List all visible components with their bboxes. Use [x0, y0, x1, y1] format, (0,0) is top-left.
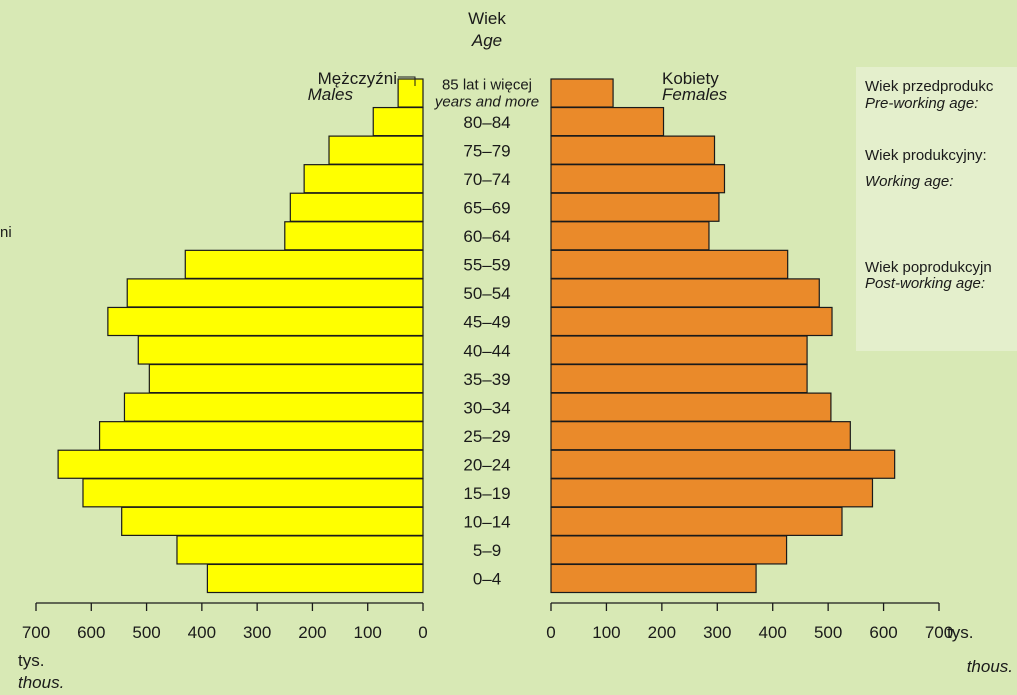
cropped-edge-text: ni [0, 224, 12, 241]
age-label-17: 85 lat i więcej [442, 76, 532, 93]
age-label-11: 55–59 [463, 256, 510, 275]
bar-males-17 [397, 78, 424, 108]
age-label-3: 15–19 [463, 484, 510, 503]
bar-males-13 [289, 192, 424, 222]
age-label-6: 30–34 [463, 398, 510, 417]
age-label-16: 80–84 [463, 113, 510, 132]
bar-females-6 [550, 392, 832, 422]
x-unit-right: tys. [947, 623, 973, 642]
age-label-12: 60–64 [463, 227, 510, 246]
age-group-labels: 0–4 5–9 10–14 15–19 20–24 25–29 30–34 35–39 40–4… [434, 76, 539, 588]
age-label-1: 5–9 [473, 541, 501, 560]
legend-line-post-working-en: Post-working age: [865, 275, 986, 292]
age-label-9: 45–49 [463, 313, 510, 332]
tick-label-right-5: 500 [814, 623, 842, 642]
legend-line-working-pl: Wiek produkcyjny: [865, 147, 987, 164]
bar-males-4 [57, 449, 424, 479]
legend-line-pre-working-en: Pre-working age: [865, 95, 979, 112]
age-label-4: 20–24 [463, 456, 510, 475]
x-unit-left: tys. [18, 651, 44, 670]
age-label-14: 70–74 [463, 170, 510, 189]
tick-label-left-6: 600 [77, 623, 105, 642]
bar-males-14 [303, 164, 424, 194]
tick-label-left-1: 100 [354, 623, 382, 642]
tick-label-left-4: 400 [188, 623, 216, 642]
bar-females-12 [550, 221, 710, 251]
bar-females-9 [550, 306, 833, 337]
bar-females-1 [550, 535, 788, 565]
tick-label-left-3: 300 [243, 623, 271, 642]
bar-males-16 [372, 106, 424, 137]
x-unit-right-en: thous. [967, 657, 1013, 676]
tick-label-left-5: 500 [132, 623, 160, 642]
tick-label-left-0: 0 [418, 623, 427, 642]
bar-males-1 [176, 535, 424, 565]
age-label-8: 40–44 [463, 341, 510, 360]
tick-label-right-2: 200 [648, 623, 676, 642]
legend-line-working-en: Working age: [865, 173, 954, 190]
age-label-0: 0–4 [473, 570, 501, 589]
bar-males-0 [206, 563, 424, 594]
age-label-13: 65–69 [463, 199, 510, 218]
age-label-10: 50–54 [463, 284, 510, 303]
series-label-females-en: Females [662, 85, 728, 104]
tick-label-left-2: 200 [298, 623, 326, 642]
tick-label-right-0: 0 [546, 623, 555, 642]
bar-females-7 [550, 363, 808, 394]
bar-females-5 [550, 421, 851, 451]
bar-females-3 [550, 478, 874, 508]
tick-label-right-6: 600 [869, 623, 897, 642]
bar-males-6 [123, 392, 424, 422]
bar-females-16 [550, 106, 665, 137]
bar-males-15 [328, 135, 424, 165]
bar-females-10 [550, 278, 820, 308]
bar-females-17 [550, 78, 614, 108]
female-bars [550, 78, 896, 594]
bar-males-7 [148, 363, 424, 394]
tick-label-right-3: 300 [703, 623, 731, 642]
axes: 0 0 100 100 200 200 300 300 400 400 500 500 600 600 70… [22, 602, 953, 642]
bar-females-11 [550, 249, 789, 279]
legend-panel: Wiek przedprodukc Pre-working age: Wiek … [856, 67, 1017, 351]
bar-males-9 [107, 306, 424, 337]
bar-males-8 [137, 335, 424, 365]
legend-line-pre-working-pl: Wiek przedprodukc [865, 78, 994, 95]
bar-females-4 [550, 449, 896, 479]
legend-line-post-working-pl: Wiek poprodukcyjn [865, 259, 992, 276]
series-label-females: Kobiety [662, 69, 719, 88]
age-label-2: 10–14 [463, 513, 510, 532]
bar-males-11 [184, 249, 424, 279]
bar-females-15 [550, 135, 716, 165]
bar-males-12 [284, 221, 424, 251]
tick-label-right-7: 700 [925, 623, 953, 642]
age-label-17-en: years and more [434, 93, 539, 110]
chart-texts: tys. thous. tys. thous. Wiek Age MężczyźniMale… [18, 9, 1013, 692]
tick-label-right-1: 100 [592, 623, 620, 642]
bar-males-5 [98, 421, 424, 451]
age-label-5: 25–29 [463, 427, 510, 446]
bar-males-10 [126, 278, 424, 308]
bar-males-3 [82, 478, 424, 508]
males-leader-line [398, 76, 416, 86]
bar-females-13 [550, 192, 720, 222]
bar-males-2 [121, 506, 424, 536]
chart-title: Wiek [468, 9, 506, 28]
bar-females-14 [550, 164, 726, 194]
tick-label-left-7: 700 [22, 623, 50, 642]
age-label-7: 35–39 [463, 370, 510, 389]
male-bars [57, 78, 424, 594]
age-label-15: 75–79 [463, 141, 510, 160]
tick-label-right-4: 400 [759, 623, 787, 642]
chart-title-en: Age [471, 31, 502, 50]
x-unit-left-en: thous. [18, 673, 64, 692]
bar-females-0 [550, 563, 757, 594]
series-label-males: Mężczyźni [318, 69, 397, 88]
series-label-males-en: Males [308, 85, 354, 104]
bar-females-8 [550, 335, 808, 365]
bar-females-2 [550, 506, 843, 536]
